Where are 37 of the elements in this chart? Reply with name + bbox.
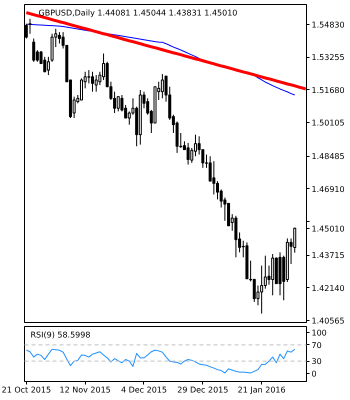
x-tick-label: 4 Dec 2015 <box>120 386 167 394</box>
y-tick-label: 1.40565 <box>312 316 345 326</box>
text: GBPUSD,Daily 1.44081 1.45044 1.43831 1.45010 <box>38 8 238 18</box>
x-tick-label: 29 Dec 2015 <box>177 386 228 394</box>
y-tick-label: 30 <box>312 357 322 366</box>
y-tick-label: 1.42140 <box>312 284 345 293</box>
candlestick <box>271 254 274 296</box>
candlestick <box>234 215 238 258</box>
y-tick-label: 70 <box>312 340 322 350</box>
candlestick <box>91 71 94 92</box>
y-tick-label: 1.50105 <box>312 118 345 128</box>
x-tick-label: 12 Nov 2015 <box>60 386 111 394</box>
candlestick <box>252 278 256 302</box>
candlestick <box>264 255 267 290</box>
candlestick <box>186 142 190 166</box>
y-tick-label: 1.43715 <box>312 251 345 260</box>
y-tick-label: 1.53255 <box>312 53 345 62</box>
candlestick <box>208 156 212 182</box>
y-tick-label: 1.46910 <box>312 184 345 194</box>
y-tick-label: 1.51680 <box>312 86 345 95</box>
candlestick <box>160 74 164 99</box>
y-tick-label: 1.54830 <box>312 20 345 30</box>
line-series <box>26 348 296 374</box>
line-series <box>24 11 306 90</box>
candlestick <box>58 32 61 44</box>
y-tick-label: 100 <box>312 328 327 338</box>
candlestick <box>260 265 264 314</box>
y-tick-label: 1.45010 <box>312 224 345 234</box>
y-tick-label: 1.48485 <box>312 152 345 162</box>
candlestick <box>28 18 32 34</box>
x-tick-label: 21 Jan 2016 <box>238 386 286 394</box>
candlestick <box>94 74 98 92</box>
candlestick <box>87 70 90 84</box>
x-tick-label: 21 Oct 2015 <box>2 386 52 394</box>
candlestick <box>32 38 36 62</box>
text: RSI(9) 58.5998 <box>30 330 90 340</box>
y-tick-label: 0 <box>312 369 317 378</box>
